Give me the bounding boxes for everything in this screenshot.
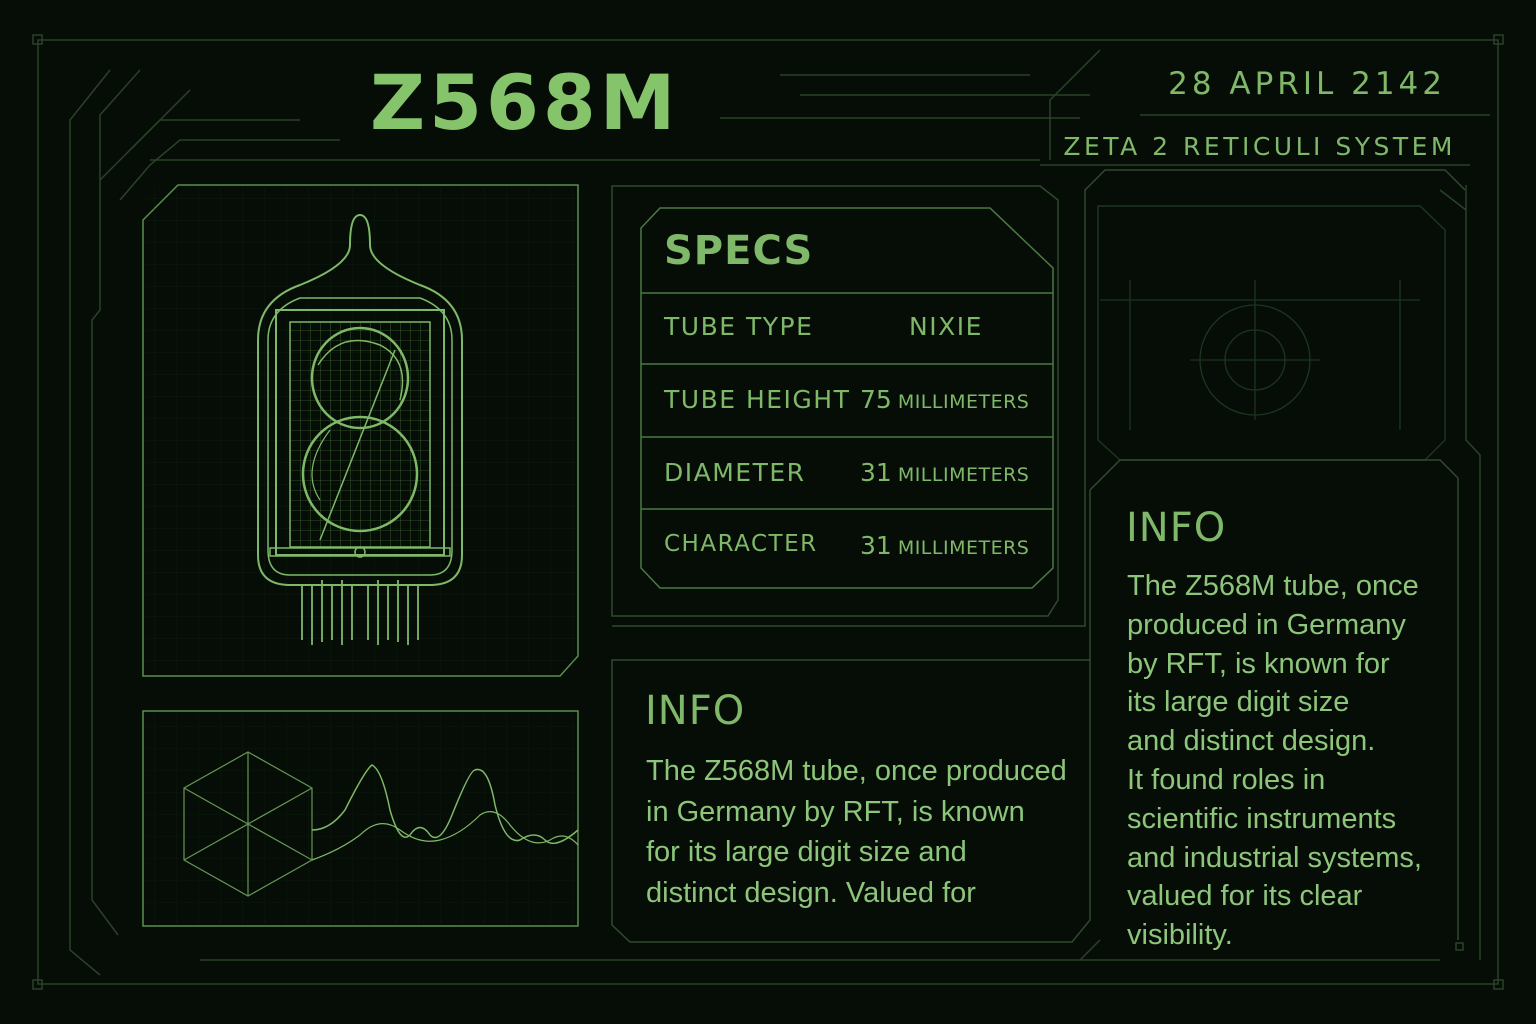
waveform-panel-frame — [142, 710, 579, 927]
right-info-frame — [1089, 459, 1459, 940]
spec-value-tube-height: 75 MILLIMETERS — [860, 385, 1030, 414]
nixie-tube-illustration — [257, 213, 463, 645]
wireframe-cube-icon — [183, 751, 313, 897]
specs-box — [640, 207, 1054, 589]
date-label: 28 APRIL 2142 — [1168, 66, 1446, 102]
info-text-bottom: The Z568M tube, once produced in Germany… — [646, 755, 1067, 909]
spec-label-tube-type: TUBE TYPE — [664, 312, 814, 341]
system-label: ZETA 2 RETICULI SYSTEM — [1063, 132, 1456, 161]
tube-panel-frame — [142, 184, 579, 677]
info-text-right: The Z568M tube, once produced in Germany… — [1127, 570, 1422, 952]
info-title-bottom: INFO — [645, 688, 746, 734]
page-title: Z568M — [370, 58, 680, 147]
spec-label-tube-height: TUBE HEIGHT — [664, 385, 851, 414]
spec-value-diameter: 31 MILLIMETERS — [860, 458, 1030, 487]
spec-label-diameter: DIAMETER — [664, 458, 806, 487]
spec-value-tube-type: NIXIE — [909, 312, 983, 341]
faded-sketch-graphic — [1100, 280, 1420, 430]
spec-label-character: CHARACTER — [664, 531, 818, 557]
outer-frame — [32, 34, 1504, 990]
info-title-right: INFO — [1126, 505, 1227, 551]
spec-value-character: 31 MILLIMETERS — [860, 531, 1030, 560]
waveform-graphic — [311, 764, 579, 861]
faded-sketch-panel — [1097, 205, 1446, 461]
specs-title: SPECS — [664, 228, 814, 274]
